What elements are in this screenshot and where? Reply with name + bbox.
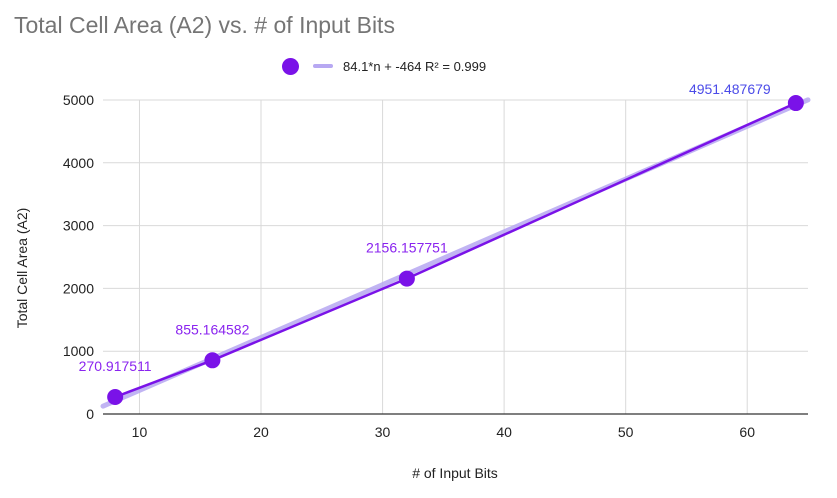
legend-trendline-marker bbox=[313, 64, 333, 68]
y-axis-title: Total Cell Area (A2) bbox=[14, 208, 30, 329]
y-tick-label: 4000 bbox=[63, 155, 94, 171]
legend-trendline-label: 84.1*n + -464 R² = 0.999 bbox=[343, 58, 487, 74]
x-tick-label: 40 bbox=[496, 424, 512, 440]
data-point bbox=[204, 352, 221, 369]
x-tick-label: 30 bbox=[375, 424, 391, 440]
chart-title: Total Cell Area (A2) vs. # of Input Bits bbox=[14, 12, 395, 38]
y-tick-label: 3000 bbox=[63, 218, 94, 234]
chart-legend: 84.1*n + -464 R² = 0.999 bbox=[282, 56, 486, 76]
y-tick-label: 2000 bbox=[63, 280, 94, 296]
y-tick-label: 0 bbox=[86, 406, 94, 422]
series-line bbox=[114, 101, 797, 399]
data-point bbox=[787, 95, 804, 112]
y-tick-label: 5000 bbox=[63, 92, 94, 108]
series-layer bbox=[107, 95, 804, 405]
data-label: 270.917511 bbox=[79, 358, 152, 374]
grid-layer bbox=[103, 99, 808, 414]
data-point bbox=[107, 388, 124, 405]
axis-layer: 0 1000 2000 3000 4000 5000 10 20 30 40 50 60 bbox=[63, 92, 808, 440]
legend-series-marker bbox=[282, 57, 299, 75]
x-tick-label: 60 bbox=[739, 424, 755, 440]
x-tick-label: 10 bbox=[132, 424, 148, 440]
data-label-layer: 270.917511 855.164582 2156.157751 4951.4876… bbox=[79, 81, 771, 374]
data-label: 2156.157751 bbox=[366, 240, 448, 256]
x-tick-label: 50 bbox=[618, 424, 634, 440]
data-point bbox=[398, 270, 415, 287]
data-label: 855.164582 bbox=[175, 321, 249, 337]
data-label: 4951.487679 bbox=[689, 81, 771, 97]
x-axis-title: # of Input Bits bbox=[412, 465, 498, 481]
y-tick-label: 1000 bbox=[63, 343, 94, 359]
x-tick-label: 20 bbox=[253, 424, 269, 440]
